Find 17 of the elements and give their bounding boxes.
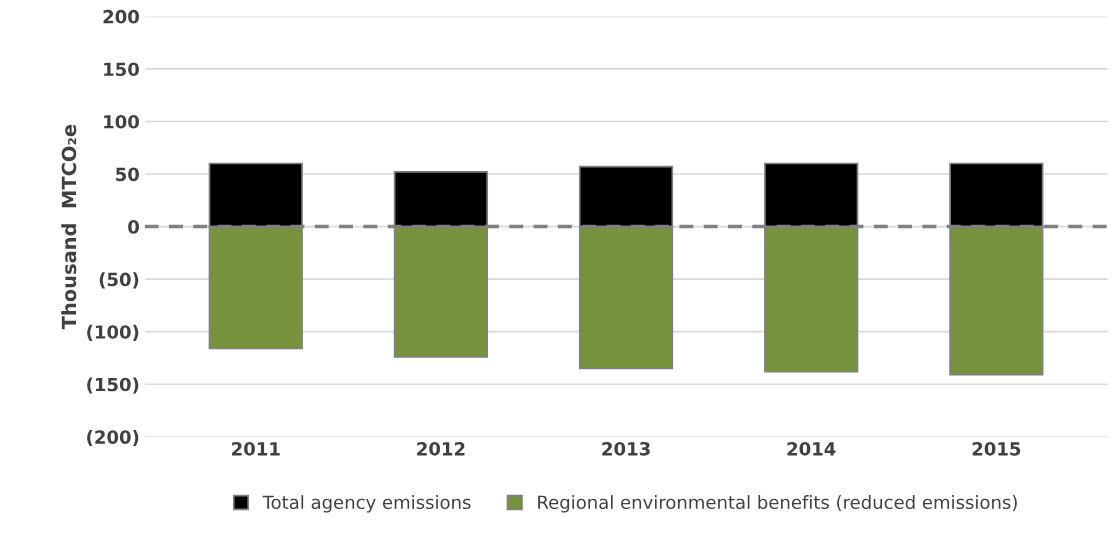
- x-tick-label: 2013: [602, 441, 650, 456]
- y-tick-label: 0: [128, 220, 139, 234]
- x-tick-label: 2015: [972, 441, 1021, 456]
- x-tick-label: 2012: [417, 441, 465, 456]
- x-tick-label: 2011: [232, 441, 280, 456]
- x-tick-label: 2014: [787, 441, 836, 456]
- y-tick-label: 100: [104, 114, 139, 129]
- y-tick-label: (50): [99, 272, 139, 289]
- y-tick-label: (200): [87, 429, 139, 447]
- y-tick-label: (100): [87, 324, 139, 341]
- legend-label: Total agency emissions: [262, 495, 471, 513]
- y-tick-label: (150): [87, 377, 139, 394]
- y-tick-label: 50: [116, 167, 139, 182]
- legend-label: Regional environmental benefits (reduced emissions): [538, 495, 1017, 513]
- y-tick-label: 150: [104, 62, 139, 77]
- y-axis-title: Thousand MTCO₂e: [61, 124, 77, 330]
- y-tick-label: 200: [103, 9, 139, 24]
